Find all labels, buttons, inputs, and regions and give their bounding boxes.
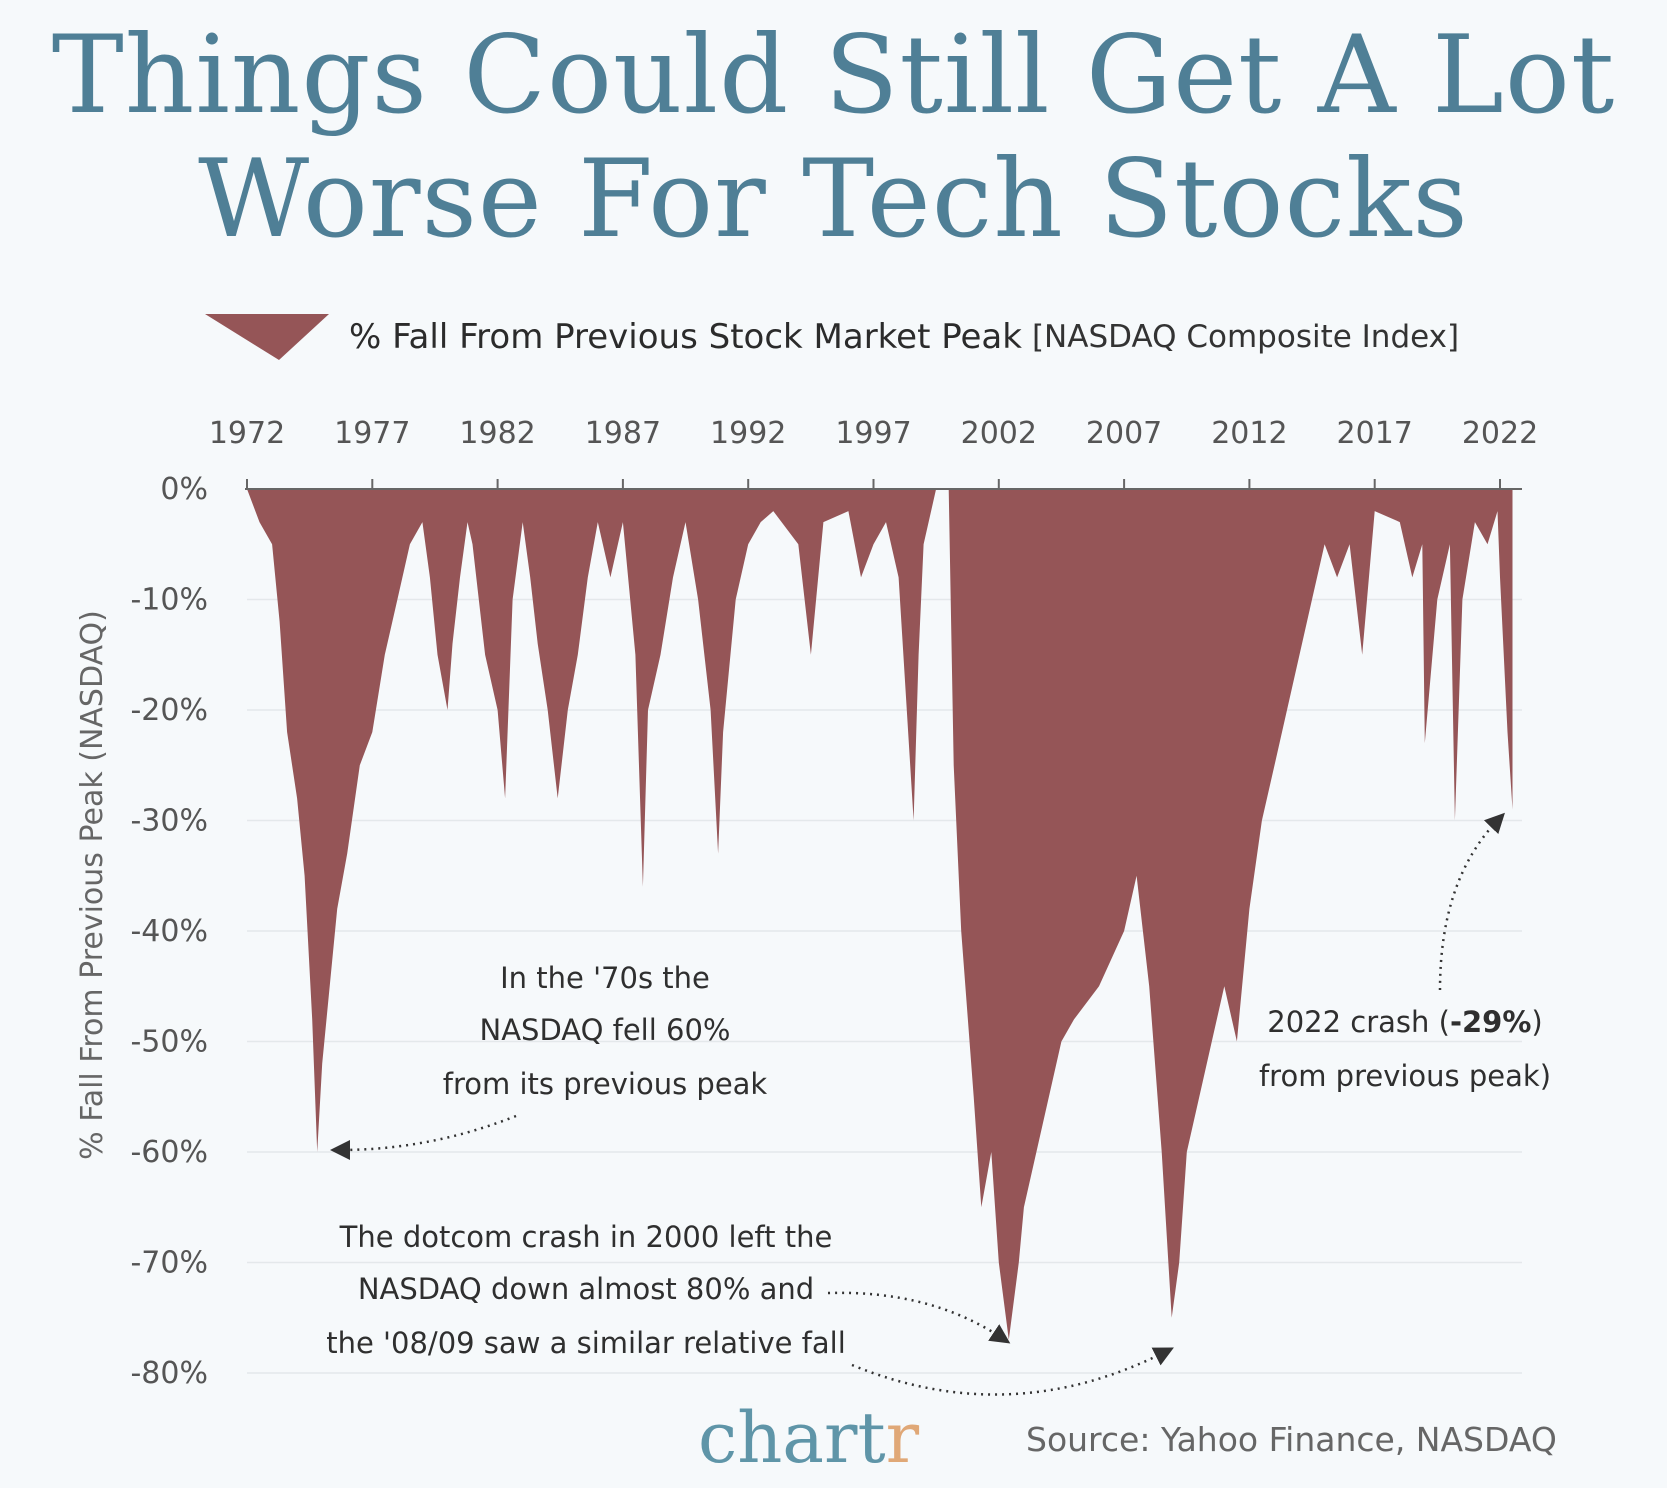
y-axis-ticks: 0% -10% -20% -30% -40% -50% -60% -70% -80% (130, 472, 208, 1391)
y-tick-label: -60% (130, 1135, 208, 1170)
x-tick-label: 1972 (209, 416, 285, 451)
annotation-2022-line-1: 2022 crash (-29%) (1267, 1005, 1542, 1039)
legend-label: % Fall From Previous Stock Market Peak (349, 317, 1022, 357)
annotation-dotcom: The dotcom crash in 2000 left the NASDAQ… (326, 1220, 1174, 1396)
x-tick-label: 1987 (585, 416, 661, 451)
x-tick-label: 2002 (961, 416, 1037, 451)
legend: % Fall From Previous Stock Market Peak [… (205, 312, 1459, 362)
y-tick-label: -50% (130, 1025, 208, 1060)
x-tick-label: 1997 (835, 416, 911, 451)
x-tick-label: 1982 (459, 416, 535, 451)
y-tick-label: -20% (130, 693, 208, 728)
chart-title-line-2: Worse For Tech Stocks (198, 137, 1469, 262)
chartr-logo-accent: r (885, 1397, 920, 1479)
annotation-dotcom-arrow-2 (851, 1347, 1174, 1396)
x-tick-label: 2007 (1086, 416, 1162, 451)
chartr-logo-main: chart (698, 1397, 886, 1479)
y-tick-label: 0% (160, 472, 208, 507)
annotation-70s-arrow (330, 1114, 517, 1160)
annotation-2022-arrow (1438, 812, 1505, 991)
y-tick-label: -10% (130, 583, 208, 618)
y-tick-label: -80% (130, 1356, 208, 1391)
annotation-dotcom-line-1: The dotcom crash in 2000 left the (339, 1220, 833, 1254)
annotation-dotcom-arrow-1 (827, 1291, 1011, 1344)
source-note: Source: Yahoo Finance, NASDAQ (1026, 1420, 1557, 1459)
y-axis-label: % Fall From Previous Peak (NASDAQ) (75, 610, 110, 1160)
annotation-2022-text: 2022 crash ( (1267, 1005, 1450, 1039)
drawdown-area (247, 489, 1513, 1340)
x-tick-label: 2022 (1462, 416, 1538, 451)
x-tick-label: 2017 (1337, 416, 1413, 451)
annotation-70s: In the '70s the NASDAQ fell 60% from its… (330, 961, 768, 1160)
annotation-2022-value: -29% (1450, 1005, 1531, 1039)
annotation-2022: 2022 crash (-29%) from previous peak) (1259, 812, 1551, 1093)
annotation-2022-line-2: from previous peak) (1259, 1059, 1551, 1093)
legend-sub-label: [NASDAQ Composite Index] (1031, 319, 1460, 355)
x-tick-label: 1992 (710, 416, 786, 451)
annotation-70s-line-1: In the '70s the (500, 961, 710, 995)
x-tick-label: 2012 (1211, 416, 1287, 451)
annotation-2022-closing: ) (1531, 1005, 1542, 1039)
annotation-70s-line-2: NASDAQ fell 60% (480, 1013, 731, 1047)
y-tick-label: -30% (130, 804, 208, 839)
x-tick-label: 1977 (334, 416, 410, 451)
annotation-dotcom-line-2: NASDAQ down almost 80% and (358, 1272, 814, 1306)
y-gridlines (247, 598, 1522, 1374)
annotation-70s-line-3: from its previous peak (443, 1067, 768, 1101)
annotation-dotcom-line-3: the '08/09 saw a similar relative fall (326, 1326, 846, 1360)
y-tick-label: -70% (130, 1246, 208, 1281)
legend-triangle-icon (205, 314, 329, 360)
chart-title-line-1: Things Could Still Get A Lot (51, 13, 1616, 138)
x-axis-ticks: 1972 1977 1982 1987 1992 1997 2002 2007 2012 2017… (209, 416, 1538, 489)
chartr-logo: chartr (698, 1398, 919, 1478)
y-tick-label: -40% (130, 914, 208, 949)
